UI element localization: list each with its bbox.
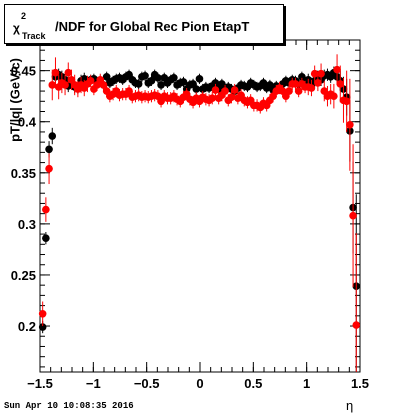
data-point [342, 97, 351, 106]
data-point [134, 80, 143, 88]
data-point [294, 87, 303, 95]
y-tick-label: 0.2 [18, 319, 36, 334]
x-tick-label: −0.5 [134, 376, 160, 391]
x-tick-label: 0 [196, 376, 203, 391]
data-point [147, 77, 156, 85]
data-point [211, 79, 220, 87]
data-point [221, 87, 229, 95]
series-black [38, 66, 361, 372]
y-tick-label: 0.25 [11, 268, 36, 283]
x-tick-label: 1.5 [351, 376, 369, 391]
data-point [314, 79, 322, 87]
data-point [330, 92, 338, 100]
y-axis-label: pT/|q| (GeV/c) [2, 40, 28, 160]
data-point [154, 73, 162, 82]
x-tick-label: −1.5 [27, 376, 53, 391]
series-red [38, 54, 361, 372]
data-point [307, 84, 316, 92]
data-point [333, 65, 341, 74]
title-chi: χ [13, 21, 20, 35]
data-point [141, 71, 149, 80]
data-point [48, 132, 57, 140]
data-point [170, 73, 178, 82]
tick-labels: −1.5 −1 −0.5 0 0.5 1 1.5 0.2 0.25 0.3 0.35 0.4 0.45 [11, 64, 369, 391]
data-point [61, 81, 69, 89]
data-point [42, 234, 50, 242]
data-point [349, 211, 357, 220]
data-point [102, 72, 111, 81]
x-tick-label: 1 [303, 376, 310, 391]
y-tick-label: 0.3 [18, 217, 36, 232]
data-point [179, 78, 188, 86]
data-point [291, 80, 300, 88]
data-point [208, 94, 217, 103]
data-point [64, 68, 73, 77]
title-superscript: 2 [21, 11, 27, 21]
data-point [42, 205, 50, 214]
data-point [336, 80, 345, 88]
title-text: /NDF for Global Rec Pion EtapT [55, 19, 250, 34]
y-tick-label: 0.35 [11, 166, 36, 181]
data-point [86, 77, 95, 85]
data-point [352, 321, 361, 329]
data-point [157, 81, 165, 89]
data-point [192, 85, 201, 93]
x-axis-label: η [346, 398, 354, 413]
data-point [317, 69, 325, 78]
data-point [227, 93, 236, 102]
data-point [125, 87, 133, 95]
data-point [51, 68, 60, 77]
data-point [310, 69, 319, 78]
y-tick-label: 0.45 [11, 64, 36, 79]
data-point [195, 75, 204, 83]
x-tick-label: 0.5 [244, 376, 262, 391]
x-tick-label: −1 [86, 376, 101, 391]
data-point [230, 86, 239, 94]
data-point [38, 323, 47, 331]
data-point [285, 87, 293, 95]
data-point [45, 164, 53, 173]
y-tick-label: 0.4 [18, 115, 37, 130]
data-point [99, 81, 108, 89]
y-axis-label-text: pT/|q| (GeV/c) [7, 58, 23, 142]
data-point [38, 309, 47, 318]
title-subscript: Track [22, 31, 46, 41]
data-series [38, 54, 361, 372]
data-point [211, 86, 220, 94]
data-point [45, 145, 53, 154]
chart-title: χ 2 Track /NDF for Global Rec Pion EtapT [4, 4, 284, 44]
data-point [346, 120, 354, 129]
data-point [48, 81, 57, 89]
date-stamp: Sun Apr 10 10:08:35 2016 [4, 401, 134, 411]
